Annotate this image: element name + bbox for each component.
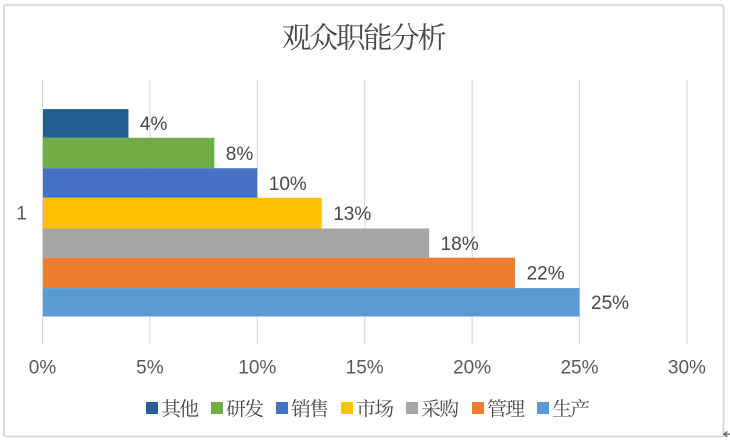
svg-text:4%: 4% [140,114,168,135]
svg-text:22%: 22% [527,264,565,285]
svg-text:15%: 15% [346,358,384,379]
svg-text:20%: 20% [453,358,491,379]
svg-text:1: 1 [16,203,27,224]
svg-text:18%: 18% [441,234,479,255]
svg-text:30%: 30% [668,358,706,379]
svg-text:13%: 13% [333,204,371,225]
svg-text:10%: 10% [269,174,307,195]
svg-text:5%: 5% [136,358,164,379]
svg-text:8%: 8% [226,144,254,165]
svg-text:10%: 10% [238,358,276,379]
svg-text:0%: 0% [29,358,57,379]
svg-text:25%: 25% [591,293,629,314]
svg-text:25%: 25% [560,358,598,379]
